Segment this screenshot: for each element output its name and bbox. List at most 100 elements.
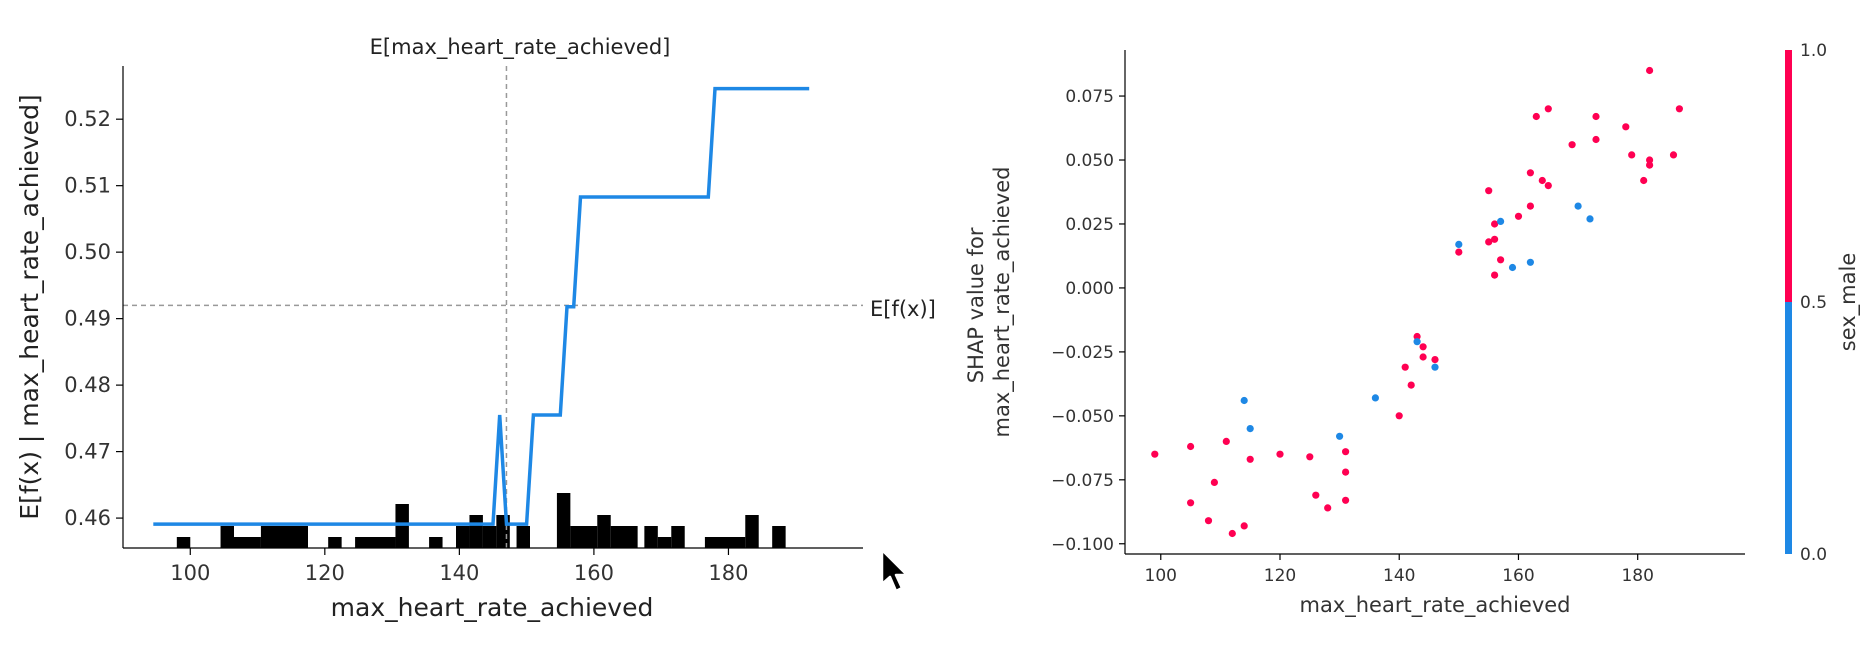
- sc-point: [1419, 353, 1427, 361]
- sc-point: [1497, 256, 1505, 264]
- pd-histogram-bar: [482, 526, 497, 548]
- pd-y-tick-label: 0.46: [64, 506, 111, 530]
- pd-histogram-bar: [220, 526, 234, 548]
- pd-x-axis-label: max_heart_rate_achieved: [331, 593, 654, 622]
- sc-point: [1568, 141, 1576, 149]
- sc-point: [1306, 453, 1314, 461]
- sc-y-tick-label: −0.025: [1051, 343, 1114, 363]
- sc-point: [1407, 381, 1415, 389]
- pd-histogram-bar: [328, 537, 342, 548]
- pd-histogram-bar: [429, 537, 443, 548]
- sc-y-axis-label-line-2: max_heart_rate_achieved: [990, 166, 1015, 437]
- sc-point: [1228, 529, 1236, 538]
- sc-point: [1646, 156, 1654, 164]
- sc-points: [1151, 66, 1683, 538]
- sc-point: [1592, 112, 1600, 121]
- sc-point: [1508, 263, 1517, 272]
- sc-point: [1342, 448, 1350, 456]
- sc-x-tick-label: 100: [1145, 566, 1177, 586]
- sc-point: [1526, 258, 1534, 266]
- sc-y-tick-label: 0.000: [1065, 279, 1114, 299]
- sc-point: [1640, 176, 1648, 185]
- sc-point: [1675, 105, 1683, 113]
- pd-histogram-bar: [772, 526, 786, 548]
- sc-point: [1431, 363, 1439, 371]
- sc-x-tick-label: 180: [1621, 566, 1653, 586]
- sc-point: [1413, 332, 1421, 341]
- pd-y-tick-label: 0.48: [64, 373, 111, 397]
- pd-series-line: [153, 86, 810, 526]
- sc-point: [1586, 215, 1594, 223]
- pd-expected-value-label: E[f(x)]: [870, 297, 936, 321]
- sc-point: [1187, 442, 1195, 451]
- sc-point: [1151, 450, 1159, 458]
- sc-point: [1622, 123, 1630, 131]
- pd-histogram-bar: [556, 493, 571, 548]
- sc-point: [1455, 248, 1463, 256]
- sc-y-tick-label: −0.100: [1051, 535, 1114, 555]
- sc-point: [1395, 412, 1403, 420]
- pd-histogram-bar: [597, 515, 611, 548]
- sc-point: [1324, 504, 1332, 512]
- pd-x-tick-label: 140: [439, 561, 479, 585]
- sc-y-axis-label: SHAP value for max_heart_rate_achieved: [964, 166, 1015, 437]
- sc-point: [1240, 522, 1248, 530]
- pd-y-ticks: 0.46 0.47 0.48 0.49 0.50 0.51 0.52: [64, 107, 123, 530]
- sc-point: [1312, 491, 1320, 499]
- sc-point: [1276, 450, 1284, 458]
- pd-histogram-bar: [176, 537, 191, 548]
- colorbar-tick-low: 0.0: [1800, 545, 1827, 565]
- sc-point: [1419, 343, 1427, 351]
- pd-histogram-bar: [456, 526, 470, 548]
- sc-x-tick-label: 160: [1502, 566, 1534, 586]
- pd-title: E[max_heart_rate_achieved]: [370, 35, 671, 60]
- pd-histogram: [176, 493, 786, 548]
- pd-histogram-bar: [657, 537, 672, 548]
- sc-point: [1222, 437, 1230, 445]
- sc-x-ticks: 100 120 140 160 180: [1145, 554, 1654, 586]
- pd-y-tick-label: 0.52: [64, 107, 111, 131]
- pd-x-tick-label: 100: [170, 561, 210, 585]
- pd-histogram-bar: [516, 526, 530, 548]
- sc-point: [1592, 135, 1600, 144]
- mouse-cursor-icon: [880, 548, 909, 593]
- sc-point: [1401, 363, 1409, 371]
- shap-dependence-chart: 100 120 140 160 180 −0.100 −0.075 −0.050 −0.025…: [964, 41, 1861, 618]
- sc-point: [1574, 202, 1582, 210]
- sc-y-ticks: −0.100 −0.075 −0.050 −0.025 0.000 0.025 0.050 0…: [1051, 87, 1125, 555]
- colorbar-label: sex_male: [1836, 253, 1861, 352]
- sc-point: [1491, 271, 1499, 279]
- sc-point: [1204, 517, 1213, 525]
- pd-histogram-bar: [395, 504, 409, 548]
- sc-point: [1187, 499, 1195, 507]
- sc-y-tick-label: −0.075: [1051, 471, 1114, 491]
- pd-histogram-bar: [610, 526, 638, 548]
- sc-point: [1342, 496, 1350, 504]
- sc-point: [1431, 356, 1439, 364]
- pd-histogram-bar: [745, 515, 759, 548]
- sc-y-tick-label: 0.050: [1065, 151, 1114, 171]
- sc-point: [1544, 182, 1552, 190]
- sc-x-axis-label: max_heart_rate_achieved: [1299, 593, 1570, 618]
- sc-y-axis-label-line-1: SHAP value for: [964, 227, 988, 383]
- sc-point: [1532, 112, 1540, 121]
- pd-histogram-bar: [234, 537, 261, 548]
- pd-y-tick-label: 0.47: [64, 440, 111, 464]
- sc-y-tick-label: 0.075: [1065, 87, 1114, 107]
- pd-histogram-bar: [469, 515, 483, 548]
- sc-y-tick-label: −0.050: [1051, 407, 1114, 427]
- sc-x-tick-label: 140: [1383, 566, 1415, 586]
- sc-point: [1336, 432, 1344, 440]
- colorbar-tick-high: 1.0: [1800, 41, 1827, 61]
- sc-point: [1491, 220, 1499, 228]
- sc-point: [1413, 338, 1421, 346]
- pd-y-tick-label: 0.51: [64, 174, 111, 198]
- pd-histogram-bar: [671, 526, 685, 548]
- pd-y-axis-label: E[f(x) | max_heart_rate_achieved]: [15, 94, 44, 519]
- sc-y-tick-label: 0.025: [1065, 215, 1114, 235]
- pd-y-tick-label: 0.50: [64, 240, 111, 264]
- pd-x-tick-label: 160: [574, 561, 614, 585]
- sc-point: [1485, 187, 1493, 195]
- sc-point: [1246, 455, 1254, 463]
